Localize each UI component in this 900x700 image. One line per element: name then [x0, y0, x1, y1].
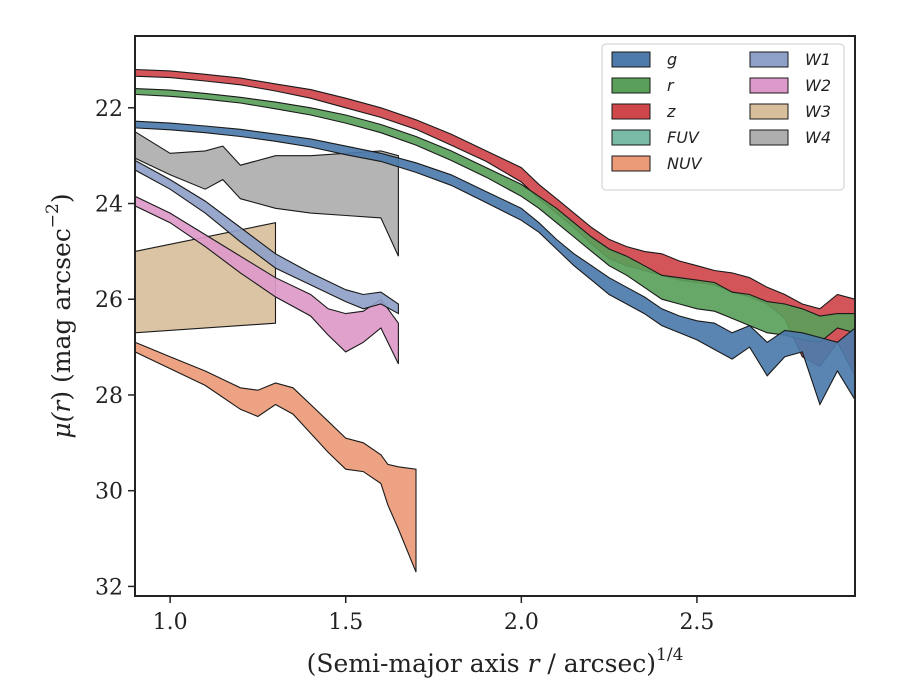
y-axis-label-rest: ) (mag arcsec — [47, 228, 76, 401]
y-tick-label: 32 — [95, 575, 123, 600]
y-axis-label-var: r — [47, 399, 76, 413]
legend-swatch-g — [611, 51, 651, 68]
legend-label-nuv: NUV — [667, 154, 703, 173]
x-axis-label: (Semi-major axis r / arcsec)1/4 — [307, 645, 684, 678]
x-axis-label-main: (Semi-major axis — [307, 649, 528, 678]
y-tick-label: 22 — [95, 97, 123, 122]
y-tick-label: 30 — [95, 480, 123, 505]
legend-label-w1: W1 — [805, 50, 831, 69]
legend-swatch-w3 — [749, 103, 789, 120]
y-axis-ticks: 22 24 26 28 30 32 — [95, 97, 135, 600]
legend: grz FUV NUV W1 W2 W3 W4 — [601, 43, 845, 191]
legend-swatch-fuv — [611, 129, 651, 146]
x-tick-label: 2.0 — [504, 610, 539, 635]
x-axis-label-var: r — [528, 649, 542, 678]
y-tick-label: 26 — [95, 288, 123, 313]
series-band-w2 — [134, 195, 399, 365]
y-axis-label: μ(r) (mag arcsec−2) — [43, 193, 76, 438]
series-band-w4 — [134, 130, 399, 257]
legend-swatch-z — [611, 103, 651, 120]
legend-label-w3: W3 — [805, 102, 831, 121]
y-tick-label: 24 — [95, 193, 123, 218]
x-axis-label-sup: 1/4 — [656, 645, 683, 665]
legend-swatch-r — [611, 77, 651, 94]
legend-swatch-w4 — [749, 129, 789, 146]
x-tick-label: 1.5 — [328, 610, 363, 635]
x-tick-label: 1.0 — [153, 610, 188, 635]
legend-label-w4: W4 — [805, 128, 831, 147]
legend-swatch-w2 — [749, 77, 789, 94]
y-axis-label-close: ) — [47, 193, 76, 203]
series-band-nuv — [134, 341, 417, 573]
x-axis-ticks: 1.0 1.5 2.0 2.5 — [153, 596, 714, 635]
legend-label-r: r — [667, 76, 675, 95]
legend-swatch-nuv — [611, 155, 651, 172]
series-band-w1 — [134, 159, 399, 315]
legend-label-w2: W2 — [805, 76, 831, 95]
y-tick-label: 28 — [95, 384, 123, 409]
y-axis-label-sup: −2 — [43, 203, 63, 228]
x-axis-label-unit: / arcsec) — [539, 649, 656, 678]
y-axis-label-main: μ( — [47, 411, 76, 438]
legend-label-fuv: FUV — [667, 128, 700, 147]
legend-label-z: z — [666, 102, 676, 121]
x-tick-label: 2.5 — [679, 610, 714, 635]
plot-frame — [134, 35, 856, 597]
legend-label-g: g — [667, 50, 677, 69]
legend-swatch-w1 — [749, 51, 789, 68]
